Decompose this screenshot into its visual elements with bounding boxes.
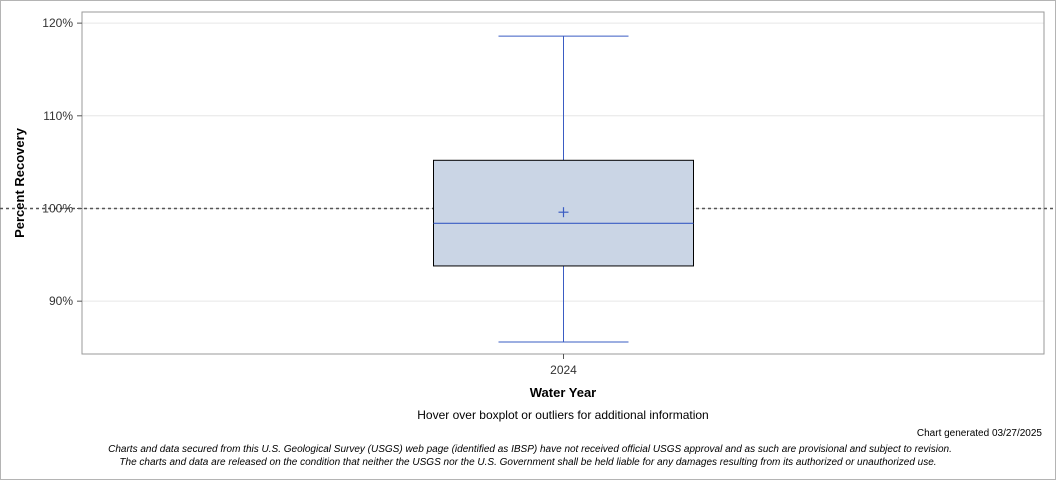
- disclaimer-line-1: Charts and data secured from this U.S. G…: [108, 444, 952, 455]
- y-axis-title: Percent Recovery: [12, 127, 27, 238]
- y-tick-label: 120%: [42, 16, 73, 30]
- x-axis-title: Water Year: [530, 385, 597, 400]
- y-axis: 90% 100% 110% 120%: [42, 16, 82, 308]
- x-axis: 2024: [550, 354, 577, 377]
- hover-note: Hover over boxplot or outliers for addit…: [417, 408, 709, 422]
- y-tick-label: 90%: [49, 294, 73, 308]
- y-tick-label: 100%: [42, 201, 73, 215]
- generated-date: Chart generated 03/27/2025: [916, 428, 1042, 439]
- box-group: [433, 35, 694, 343]
- y-tick-label: 110%: [43, 109, 73, 123]
- disclaimer-line-2: The charts and data are released on the …: [119, 457, 937, 468]
- x-tick-label: 2024: [550, 363, 577, 377]
- boxplot-chart[interactable]: 90% 100% 110% 120% 2024 Percent Recovery Wa…: [0, 0, 1056, 410]
